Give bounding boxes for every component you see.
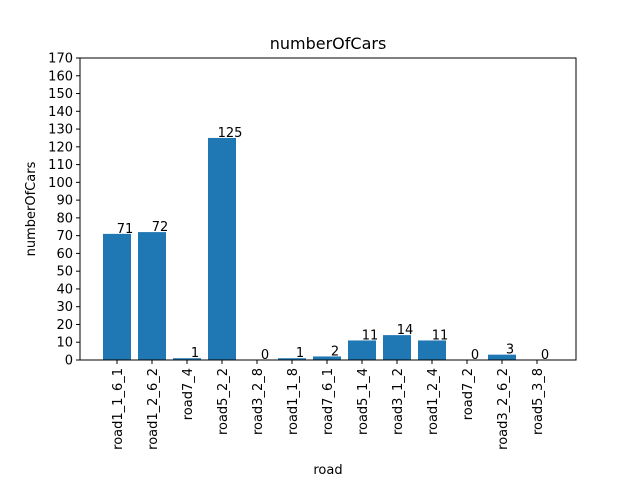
x-tick-label-road5_1_4: road5_1_4 (356, 368, 371, 435)
data-label-road5_1_4: 11 (362, 328, 379, 343)
data-label-road5_2_2: 125 (218, 126, 243, 141)
data-label-road7_4: 1 (191, 346, 199, 361)
data-label-road3_2_6_2: 3 (506, 343, 514, 358)
x-axis: road1_1_6_1 road1_2_6_2 road7_4 road5_2_2 ro… (111, 360, 546, 450)
y-tick-label-0: 0 (65, 354, 73, 369)
x-tick-label-road3_1_2: road3_1_2 (391, 368, 406, 435)
data-label-road1_1_6_1: 71 (117, 222, 134, 237)
data-label-road1_2_4: 11 (432, 328, 449, 343)
bar-road1_1_8 (278, 358, 306, 360)
bar-road7_6_1 (313, 356, 341, 360)
x-tick-label-road7_2: road7_2 (461, 368, 476, 420)
data-label-road3_1_2: 14 (397, 323, 414, 338)
data-label-road7_6_1: 2 (331, 344, 339, 359)
data-label-road3_2_8: 0 (261, 348, 269, 363)
bar-road1_2_4 (418, 340, 446, 360)
chart-title: numberOfCars (270, 34, 387, 53)
bar-road3_1_2 (383, 335, 411, 360)
y-axis-title: numberOfCars (24, 161, 39, 256)
bar-road1_1_6_1 (103, 233, 131, 360)
bar-road7_4 (173, 358, 201, 360)
x-tick-label-road7_6_1: road7_6_1 (321, 368, 336, 435)
x-tick-label-road1_1_8: road1_1_8 (286, 368, 301, 435)
bars-group (103, 137, 516, 360)
y-tick-label-50: 50 (56, 265, 73, 280)
y-tick-label-10: 10 (56, 336, 73, 351)
y-tick-label-60: 60 (56, 247, 73, 262)
bar-road5_2_2 (208, 137, 236, 360)
data-label-road7_2: 0 (471, 348, 479, 363)
x-tick-label-road1_2_4: road1_2_4 (426, 368, 441, 435)
y-tick-label-90: 90 (56, 194, 73, 209)
y-tick-label-20: 20 (56, 318, 73, 333)
y-tick-label-150: 150 (48, 87, 73, 102)
data-label-road5_3_8: 0 (541, 348, 549, 363)
bar-road5_1_4 (348, 340, 376, 360)
x-tick-label-road3_2_6_2: road3_2_6_2 (496, 368, 511, 450)
data-label-road1_2_6_2: 72 (152, 220, 169, 235)
y-tick-label-140: 140 (48, 105, 73, 120)
bar-road1_2_6_2 (138, 232, 166, 360)
bar-road3_2_6_2 (488, 354, 516, 360)
x-tick-label-road5_2_2: road5_2_2 (216, 368, 231, 435)
y-tick-label-130: 130 (48, 123, 73, 138)
x-tick-label-road1_2_6_2: road1_2_6_2 (146, 368, 161, 450)
x-tick-label-road1_1_6_1: road1_1_6_1 (111, 368, 126, 450)
y-tick-label-30: 30 (56, 300, 73, 315)
y-tick-label-70: 70 (56, 229, 73, 244)
x-axis-title: road (313, 463, 342, 478)
y-tick-label-40: 40 (56, 282, 73, 297)
y-tick-label-110: 110 (48, 158, 73, 173)
x-tick-label-road5_3_8: road5_3_8 (531, 368, 546, 435)
y-tick-label-80: 80 (56, 211, 73, 226)
y-tick-label-120: 120 (48, 140, 73, 155)
data-label-road1_1_8: 1 (296, 346, 304, 361)
x-tick-label-road3_2_8: road3_2_8 (251, 368, 266, 435)
data-labels-group: 71 72 1 125 0 1 2 11 14 11 0 3 0 (117, 126, 549, 363)
x-tick-label-road7_4: road7_4 (181, 368, 196, 420)
plot-frame (79, 57, 577, 361)
y-tick-label-160: 160 (48, 69, 73, 84)
y-axis: 0 10 20 30 40 50 60 70 80 90 100 110 120 130 140 150 160… (48, 52, 80, 369)
y-tick-label-170: 170 (48, 52, 73, 67)
y-tick-label-100: 100 (48, 176, 73, 191)
